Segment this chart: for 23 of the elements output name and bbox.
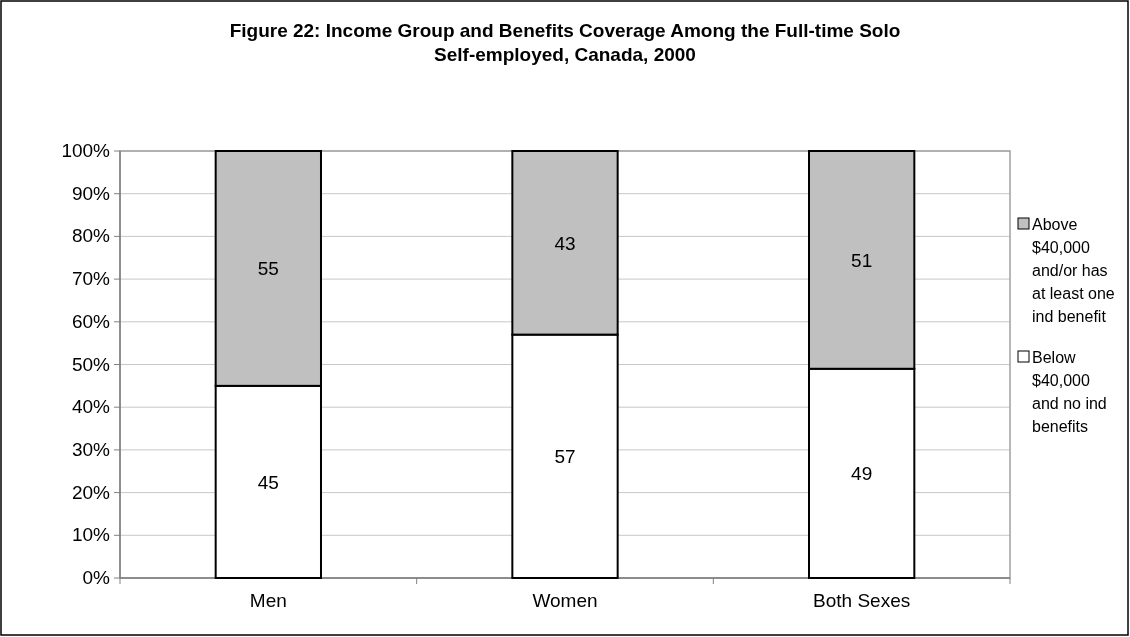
data-label: 51 xyxy=(851,249,873,271)
legend-label: Below $40,000 and no ind benefits xyxy=(1032,349,1107,435)
y-tick-label: 90% xyxy=(71,182,111,204)
chart-title: Figure 22: Income Group and Benefits Coverage Among the Full-time Solo Self-employed, Canada, 2000 xyxy=(229,20,901,65)
x-tick-label: Men xyxy=(249,590,287,611)
y-tick-label: 70% xyxy=(71,268,111,290)
legend-label: Above $40,000 and/or has at least one ind benefit xyxy=(1032,216,1115,325)
data-label: 43 xyxy=(554,232,576,254)
data-label: 55 xyxy=(257,258,279,280)
data-label: 57 xyxy=(554,446,576,468)
y-tick-label: 10% xyxy=(71,524,111,546)
x-tick-label: Both Sexes xyxy=(813,590,911,611)
y-tick-label: 100% xyxy=(61,140,111,161)
y-tick-label: 20% xyxy=(71,481,111,503)
x-tick-label: Women xyxy=(532,590,598,611)
y-tick-label: 50% xyxy=(71,353,111,375)
y-tick-label: 40% xyxy=(71,396,111,418)
y-tick-label: 80% xyxy=(71,225,111,247)
y-tick-label: 60% xyxy=(71,310,111,332)
data-label: 49 xyxy=(851,463,873,485)
y-tick-label: 30% xyxy=(71,438,111,460)
y-tick-label: 0% xyxy=(82,567,111,588)
data-label: 45 xyxy=(257,471,279,493)
